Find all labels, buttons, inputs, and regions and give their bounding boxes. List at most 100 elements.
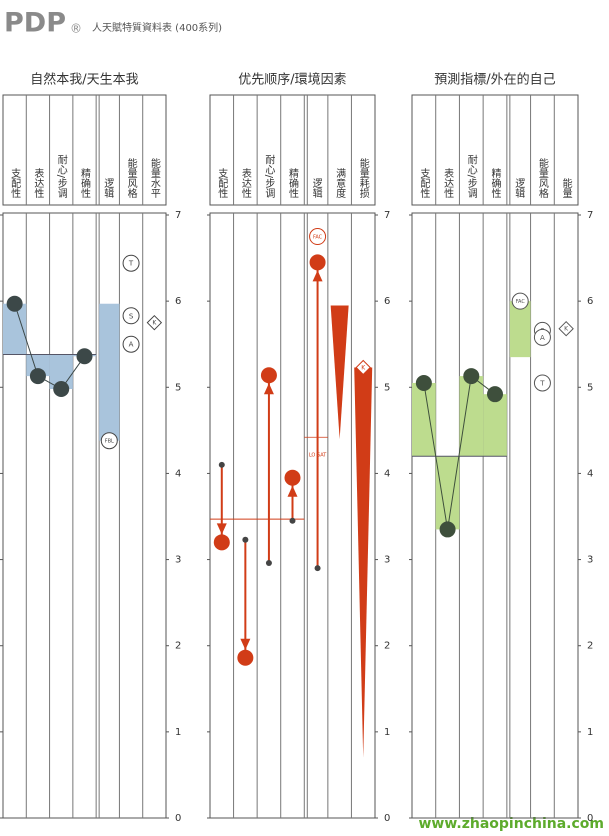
header-box (411, 94, 579, 206)
arrow-head (287, 485, 298, 497)
trait-dot (53, 381, 70, 398)
marker-label: S (129, 312, 134, 320)
y-tick-label: 5 (175, 382, 181, 393)
marker-label: FAC (313, 235, 323, 241)
marker-label: T (128, 260, 134, 268)
arrow-end (237, 649, 254, 666)
plot-box (209, 212, 376, 819)
column-label: 支配性 (9, 168, 21, 199)
logic-bar (509, 301, 531, 358)
marker-label: T (539, 379, 545, 387)
arrow-start (289, 517, 296, 524)
watermark: www.zhaopinchina.com (419, 816, 605, 832)
column-label: 精确性 (287, 167, 299, 199)
marker-label: K (361, 364, 366, 371)
arrow-end (309, 254, 326, 271)
marker (122, 335, 140, 353)
column-label: 能量风格 (536, 157, 548, 199)
arrow-end (284, 469, 301, 486)
marker-label: K (564, 326, 569, 333)
arrow-head (216, 523, 227, 535)
y-tick-label: 3 (384, 555, 390, 566)
logo-mark: ® (70, 22, 82, 36)
column-label: 耐心/步调 (465, 153, 477, 198)
marker-label: K (152, 320, 157, 327)
bar (483, 394, 507, 457)
trait-dot (6, 295, 23, 312)
trait-line (14, 303, 85, 390)
y-tick-label: 5 (384, 382, 390, 393)
panel-title: 預測指標/外在的自己 (434, 72, 555, 88)
y-tick-label: 6 (384, 296, 390, 307)
bar (412, 382, 436, 457)
logic-bar (99, 303, 120, 441)
column-label: 表达性 (32, 167, 44, 199)
marker-label: FBL (105, 439, 114, 445)
y-tick-label: 7 (587, 210, 593, 221)
arrow-head (263, 383, 274, 395)
column-label: 支配性 (216, 168, 228, 199)
y-tick-label: 6 (587, 296, 593, 307)
marker-label: A (129, 341, 134, 349)
arrow-head (312, 270, 323, 282)
column-label: 精确性 (489, 167, 501, 199)
arrow-start (242, 536, 249, 543)
trait-dot (29, 368, 46, 385)
trait-dot (463, 368, 480, 385)
y-tick-label: 1 (384, 727, 390, 738)
marker (309, 228, 327, 246)
header-box (2, 94, 167, 206)
panel-title: 自然本我/天生本我 (30, 72, 138, 88)
column-label: 耐心/步调 (55, 153, 67, 198)
header-box (209, 94, 376, 206)
column-label: 表达性 (239, 167, 251, 199)
arrow-head (240, 638, 251, 650)
y-tick-label: 4 (587, 468, 593, 479)
diamond-marker (146, 314, 163, 331)
trait-dot (439, 521, 456, 538)
y-tick-label: 1 (587, 727, 593, 738)
y-tick-label: 3 (587, 555, 593, 566)
arrow-start (314, 565, 321, 572)
marker (511, 292, 529, 310)
bar (459, 376, 484, 457)
diamond-marker (355, 359, 371, 376)
trait-dot (487, 386, 503, 403)
trait-dot (415, 374, 432, 391)
y-tick-label: 4 (175, 468, 181, 479)
column-label: 逻辑 (513, 178, 525, 198)
column-label: 精确性 (79, 167, 91, 199)
wedge (354, 367, 373, 758)
trait-line (423, 375, 496, 530)
bar (435, 456, 460, 530)
arrow-end (260, 367, 277, 384)
wedge (330, 305, 349, 439)
arrow-start (265, 560, 272, 567)
y-tick-label: 1 (175, 727, 181, 738)
column-label: 支配性 (418, 168, 430, 199)
column-label: 满意度 (334, 168, 346, 199)
logo: PDP (4, 8, 66, 39)
y-tick-label: 5 (587, 382, 593, 393)
column-label: 能量风格 (125, 157, 137, 199)
y-tick-label: 2 (384, 641, 390, 652)
trait-dot (76, 348, 93, 365)
column-label: 能量耗损 (357, 157, 369, 199)
subtitle: 人天賦特質資料表 (400系列) (92, 21, 222, 34)
plot-box (411, 212, 579, 819)
column-label: 能量 (560, 177, 572, 198)
arrow-start (218, 461, 225, 468)
column-label: 耐心/步调 (263, 153, 275, 198)
arrow-end (213, 534, 230, 551)
y-tick-label: 3 (175, 555, 181, 566)
column-label: 逻辑 (102, 178, 114, 198)
marker-label: FAC (516, 299, 526, 305)
marker (100, 432, 118, 450)
panel-title: 优先顺序/環境因素 (238, 73, 346, 88)
diamond-marker (558, 321, 574, 337)
marker-label: A (540, 334, 545, 342)
y-tick-label: 2 (175, 641, 181, 652)
y-tick-label: 2 (587, 641, 593, 652)
plot-box (2, 212, 167, 819)
